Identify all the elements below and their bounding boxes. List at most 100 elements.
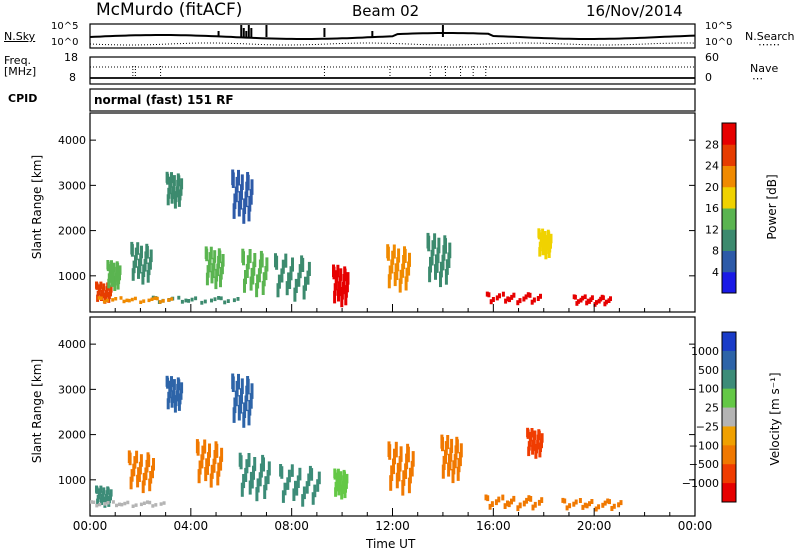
x-tick-label: 16:00 bbox=[476, 519, 511, 533]
data-cell bbox=[111, 298, 115, 302]
nsky-scale-top: 10^5 bbox=[51, 21, 79, 32]
data-cell bbox=[522, 500, 526, 507]
colorbar-frame bbox=[721, 122, 737, 294]
data-cell bbox=[170, 297, 174, 301]
data-cell bbox=[180, 382, 184, 394]
data-cell bbox=[244, 270, 247, 285]
data-cell bbox=[522, 296, 526, 302]
data-cell bbox=[249, 189, 253, 205]
data-cell bbox=[145, 246, 149, 259]
data-cell bbox=[231, 376, 235, 392]
data-cell bbox=[393, 272, 397, 287]
data-cell bbox=[210, 464, 214, 479]
data-cell bbox=[516, 300, 520, 306]
data-cell bbox=[394, 441, 398, 458]
data-cell bbox=[99, 296, 103, 300]
data-cell bbox=[430, 249, 434, 266]
data-cell bbox=[187, 299, 191, 303]
data-cell bbox=[95, 503, 99, 508]
data-cell bbox=[151, 465, 154, 479]
data-cell bbox=[223, 300, 227, 305]
data-cell bbox=[455, 439, 459, 454]
data-cell bbox=[398, 278, 402, 293]
data-cell bbox=[304, 276, 307, 291]
data-cell bbox=[530, 428, 534, 438]
data-cell bbox=[247, 453, 251, 468]
data-cell bbox=[532, 441, 536, 451]
data-cell bbox=[265, 257, 269, 272]
data-cell bbox=[450, 438, 454, 453]
data-cell bbox=[231, 172, 235, 188]
data-cell bbox=[518, 502, 522, 509]
colorbar-swatch bbox=[722, 144, 736, 166]
data-cell bbox=[435, 257, 439, 273]
data-cell bbox=[489, 299, 493, 305]
data-cell bbox=[486, 495, 490, 502]
freq-max: 18 bbox=[64, 51, 78, 64]
data-cell bbox=[232, 298, 236, 303]
data-cell bbox=[395, 265, 399, 280]
data-cell bbox=[402, 255, 406, 270]
data-cell bbox=[293, 287, 297, 302]
data-cell bbox=[132, 463, 136, 477]
data-cell bbox=[393, 448, 396, 465]
data-cell bbox=[148, 257, 152, 270]
data-cell bbox=[249, 393, 253, 409]
data-cell bbox=[258, 472, 262, 487]
colorbar-tick-label: 20 bbox=[705, 181, 719, 194]
data-cell bbox=[532, 297, 536, 303]
data-cell bbox=[262, 457, 265, 472]
data-cell bbox=[215, 443, 219, 458]
data-cell bbox=[149, 249, 153, 263]
data-cell bbox=[146, 500, 149, 504]
data-cell bbox=[280, 268, 284, 283]
data-cell bbox=[130, 469, 134, 482]
data-cell bbox=[536, 440, 540, 450]
data-cell bbox=[210, 298, 213, 303]
nsky-spikes bbox=[217, 25, 444, 37]
data-cell bbox=[216, 263, 220, 277]
data-cell bbox=[507, 501, 511, 508]
data-cell bbox=[533, 430, 537, 440]
data-cell bbox=[603, 301, 607, 307]
power-cbar-label: Power [dB] bbox=[765, 174, 779, 240]
data-cell bbox=[243, 278, 246, 293]
colorbar-tick-label: 16 bbox=[705, 202, 719, 215]
data-cell bbox=[585, 503, 589, 509]
data-cell bbox=[250, 474, 254, 489]
freq-label-1: Freq. bbox=[4, 54, 32, 67]
data-cell bbox=[617, 502, 621, 508]
data-cell bbox=[281, 490, 285, 503]
data-cell bbox=[147, 298, 151, 303]
data-cell bbox=[291, 257, 294, 272]
colorbar-swatch bbox=[722, 445, 736, 465]
data-cell bbox=[391, 250, 395, 265]
data-cell bbox=[392, 458, 395, 475]
data-cell bbox=[144, 467, 148, 481]
data-cell bbox=[537, 430, 541, 441]
data-cell bbox=[150, 297, 154, 301]
y-tick-label: 2000 bbox=[58, 429, 86, 442]
data-cell bbox=[585, 300, 589, 306]
data-cell bbox=[256, 478, 260, 493]
power-colorbar: 4 8 12 16 20 24 28 bbox=[705, 122, 737, 294]
data-cell bbox=[244, 191, 248, 208]
data-cell bbox=[207, 452, 210, 467]
data-cell bbox=[200, 454, 204, 469]
data-cell bbox=[112, 262, 116, 273]
data-cell bbox=[540, 433, 544, 443]
data-cell bbox=[203, 439, 207, 454]
nave-label: Nave bbox=[750, 62, 779, 75]
data-cell bbox=[101, 287, 105, 295]
data-cell bbox=[218, 250, 222, 264]
data-cell bbox=[118, 270, 121, 281]
data-cell bbox=[258, 259, 262, 274]
data-cell bbox=[399, 446, 403, 462]
data-cell bbox=[242, 474, 246, 489]
data-cell bbox=[575, 301, 579, 306]
x-tick-label: 00:00 bbox=[73, 519, 108, 533]
data-cell bbox=[136, 474, 140, 488]
data-cell bbox=[563, 498, 567, 504]
data-cell bbox=[389, 475, 393, 491]
data-cell bbox=[130, 244, 134, 257]
